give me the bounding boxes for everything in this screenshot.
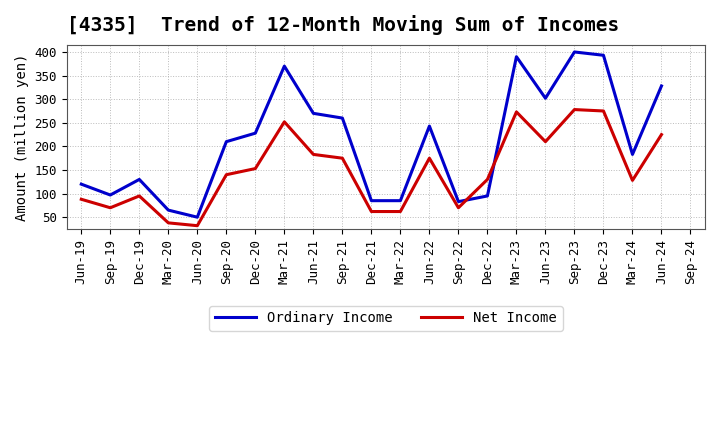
Ordinary Income <box>338 115 347 121</box>
Ordinary Income <box>483 193 492 198</box>
Net Income <box>309 152 318 157</box>
Ordinary Income <box>570 49 579 55</box>
Ordinary Income <box>454 199 463 204</box>
Ordinary Income <box>309 111 318 116</box>
Net Income <box>338 156 347 161</box>
Net Income <box>251 166 260 171</box>
Ordinary Income <box>396 198 405 203</box>
Text: [4335]  Trend of 12-Month Moving Sum of Incomes: [4335] Trend of 12-Month Moving Sum of I… <box>67 15 619 35</box>
Net Income <box>512 109 521 114</box>
Ordinary Income <box>657 83 666 88</box>
Ordinary Income <box>541 95 550 101</box>
Net Income <box>425 156 433 161</box>
Ordinary Income <box>512 54 521 59</box>
Net Income <box>599 108 608 114</box>
Ordinary Income <box>222 139 230 144</box>
Net Income <box>483 177 492 182</box>
Ordinary Income <box>599 53 608 58</box>
Net Income <box>77 197 86 202</box>
Line: Ordinary Income: Ordinary Income <box>81 52 662 217</box>
Net Income <box>135 193 143 198</box>
Net Income <box>657 132 666 137</box>
Net Income <box>628 178 636 183</box>
Ordinary Income <box>251 131 260 136</box>
Ordinary Income <box>628 152 636 157</box>
Line: Net Income: Net Income <box>81 110 662 226</box>
Ordinary Income <box>135 177 143 182</box>
Net Income <box>280 119 289 125</box>
Ordinary Income <box>367 198 376 203</box>
Net Income <box>541 139 550 144</box>
Y-axis label: Amount (million yen): Amount (million yen) <box>15 53 29 221</box>
Net Income <box>164 220 173 226</box>
Ordinary Income <box>106 192 114 198</box>
Net Income <box>222 172 230 177</box>
Ordinary Income <box>280 63 289 69</box>
Net Income <box>367 209 376 214</box>
Net Income <box>396 209 405 214</box>
Ordinary Income <box>77 182 86 187</box>
Ordinary Income <box>193 215 202 220</box>
Legend: Ordinary Income, Net Income: Ordinary Income, Net Income <box>209 306 563 331</box>
Net Income <box>106 205 114 210</box>
Net Income <box>193 223 202 228</box>
Net Income <box>454 205 463 210</box>
Ordinary Income <box>164 208 173 213</box>
Ordinary Income <box>425 124 433 129</box>
Net Income <box>570 107 579 112</box>
